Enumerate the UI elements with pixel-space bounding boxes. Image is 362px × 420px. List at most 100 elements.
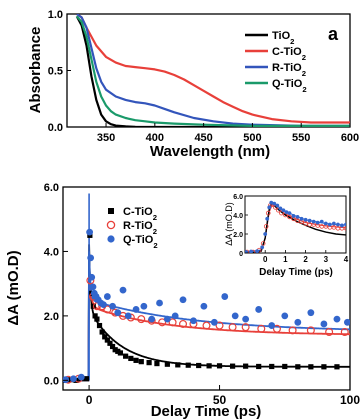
panel-b-point-s2-37	[343, 318, 350, 326]
panel-b-point-s2-28	[231, 312, 239, 320]
panel-b-point-s2-3	[86, 228, 94, 236]
inset-point-s2-12	[284, 210, 289, 215]
inset-point-s2-10	[278, 206, 283, 211]
panel-a-legend-label-1: C-TiO2	[272, 46, 306, 62]
panel-b-point-s2-1	[70, 375, 77, 383]
panel-b-point-s0-38	[321, 364, 327, 370]
panel-b-y-tick-label-0: 0.0	[44, 375, 59, 387]
inset-point-s1-9	[276, 207, 281, 213]
panel-a-x-tick-label-5: 600	[341, 132, 359, 144]
inset-x-tick-label-3: 3	[324, 255, 329, 264]
inset-point-s2-1	[249, 249, 253, 253]
panel-b-point-s0-29	[206, 363, 212, 369]
panel-a-y-tick-label-0: 0.0	[48, 122, 63, 134]
panel-a-series-line-3	[75, 15, 350, 127]
panel-b-point-s2-36	[333, 315, 341, 323]
inset-point-s2-4	[263, 232, 268, 236]
panel-b-point-s2-32	[281, 312, 289, 320]
inset-point-s2-5	[265, 216, 270, 221]
inset-y-axis-title: ΔA (mO.D)	[224, 202, 234, 246]
inset-point-s2-11	[281, 208, 286, 213]
inset-y-tick-label-2: 4.0	[233, 213, 243, 220]
panel-a-x-tick-label-1: 400	[146, 132, 164, 144]
panel-a-x-tick-label-2: 450	[194, 132, 212, 144]
panel-b-legend-marker-0	[108, 208, 114, 214]
inset-point-s2-7	[269, 200, 274, 205]
panel-b-point-s0-28	[196, 362, 202, 369]
panel-b-point-s2-18	[140, 302, 148, 310]
inset-x-axis-title: Delay Time (ps)	[259, 267, 333, 278]
inset-point-s1-8	[272, 205, 278, 210]
panel-a-series-layer	[75, 14, 350, 127]
inset-point-s2-24	[331, 221, 336, 226]
panel-b-point-s1-18	[228, 323, 237, 332]
inset-y-tick-label-3: 6.0	[233, 194, 243, 201]
panel-a-legend-label-2: R-TiO2	[272, 62, 306, 78]
panel-b-point-s2-6	[89, 283, 97, 291]
panel-b-point-s0-34	[269, 363, 275, 370]
panel-b-point-s0-37	[308, 364, 314, 370]
inset-point-s2-21	[319, 219, 324, 224]
panel-b-point-s2-19	[148, 315, 156, 323]
inset-series-line-0	[245, 201, 346, 253]
panel-b-point-s2-29	[242, 315, 250, 323]
panel-b-point-s2-31	[268, 322, 276, 329]
panel-b-point-s0-25	[164, 361, 170, 367]
panel-b-point-s2-15	[119, 286, 127, 294]
inset-point-s2-17	[303, 217, 308, 222]
panel-b-point-s2-4	[87, 254, 95, 262]
panel-b-x-axis-title: Delay Time (ps)	[151, 403, 262, 420]
panel-b-inset-chart: 0 1 2 3 4 0 2.0 4.0 6.0 Delay Time (ps) ΔA (mO.D…	[222, 190, 349, 278]
inset-point-s2-20	[315, 220, 320, 225]
panel-b-point-s0-15	[109, 343, 116, 350]
panel-a-label: a	[328, 24, 339, 44]
panel-b-point-s2-26	[210, 318, 218, 326]
panel-a-y-axis-title: Absorbance	[27, 27, 44, 114]
panel-b-point-s0-14	[107, 340, 113, 346]
panel-a-y-tick-label-1: 0.5	[48, 66, 63, 78]
panel-b-point-s2-35	[320, 320, 328, 328]
panel-b-point-s0-19	[123, 353, 129, 359]
panel-b-y-tick-label-1: 2.0	[44, 311, 59, 323]
inset-point-s2-0	[245, 250, 248, 253]
panel-b-point-s1-20	[257, 324, 266, 333]
panel-b-point-s0-17	[115, 348, 121, 354]
panel-b-point-s0-35	[282, 363, 288, 370]
panel-a-series-line-0	[75, 15, 350, 127]
inset-point-s2-15	[295, 215, 300, 219]
panel-b-point-s1-6	[103, 305, 112, 314]
inset-point-s2-9	[275, 203, 280, 208]
panel-b-legend-label-0: C-TiO2	[123, 206, 157, 222]
panel-b-y-axis-title: ΔA (mO.D)	[5, 250, 22, 325]
panel-a-x-axis-title: Wavelength (nm)	[150, 143, 270, 160]
panel-b-point-s0-27	[185, 362, 191, 368]
panel-b-point-s1-16	[202, 321, 211, 330]
panel-b-point-s2-13	[109, 302, 116, 310]
panel-a-x-tick-label-3: 500	[243, 132, 261, 144]
panel-b-point-s2-33	[294, 318, 302, 326]
panel-b-point-s0-39	[334, 364, 340, 370]
panel-b-point-s2-21	[163, 315, 171, 323]
panel-b-point-s0-31	[229, 363, 236, 369]
panel-b-fit-curve-0	[63, 244, 350, 382]
panel-b-point-s2-14	[114, 309, 122, 317]
panel-b-point-s1-24	[325, 328, 334, 337]
panel-b-y-tick-label-3: 6.0	[44, 182, 59, 194]
panel-b-legend-marker-2	[107, 235, 115, 243]
panel-b-point-s2-24	[190, 317, 197, 325]
panel-b-point-s0-21	[133, 357, 139, 363]
panel-b-point-s2-2	[77, 373, 85, 381]
panel-b-point-s2-23	[179, 296, 187, 304]
panel-b-x-tick-label-1: 50	[213, 393, 227, 407]
panel-a-series-line-2	[76, 14, 350, 127]
inset-x-tick-label-4: 4	[344, 255, 349, 264]
panel-b-point-s0-18	[117, 350, 123, 356]
panel-b-point-s0-16	[112, 347, 118, 353]
panel-a-axes: 350 400 450 500 550 600 0.0 0.5 1.0	[48, 9, 359, 144]
panel-b-point-s1-23	[306, 326, 315, 335]
inset-x-tick-label-1: 1	[283, 255, 288, 264]
panel-b-point-s0-10	[96, 322, 103, 329]
